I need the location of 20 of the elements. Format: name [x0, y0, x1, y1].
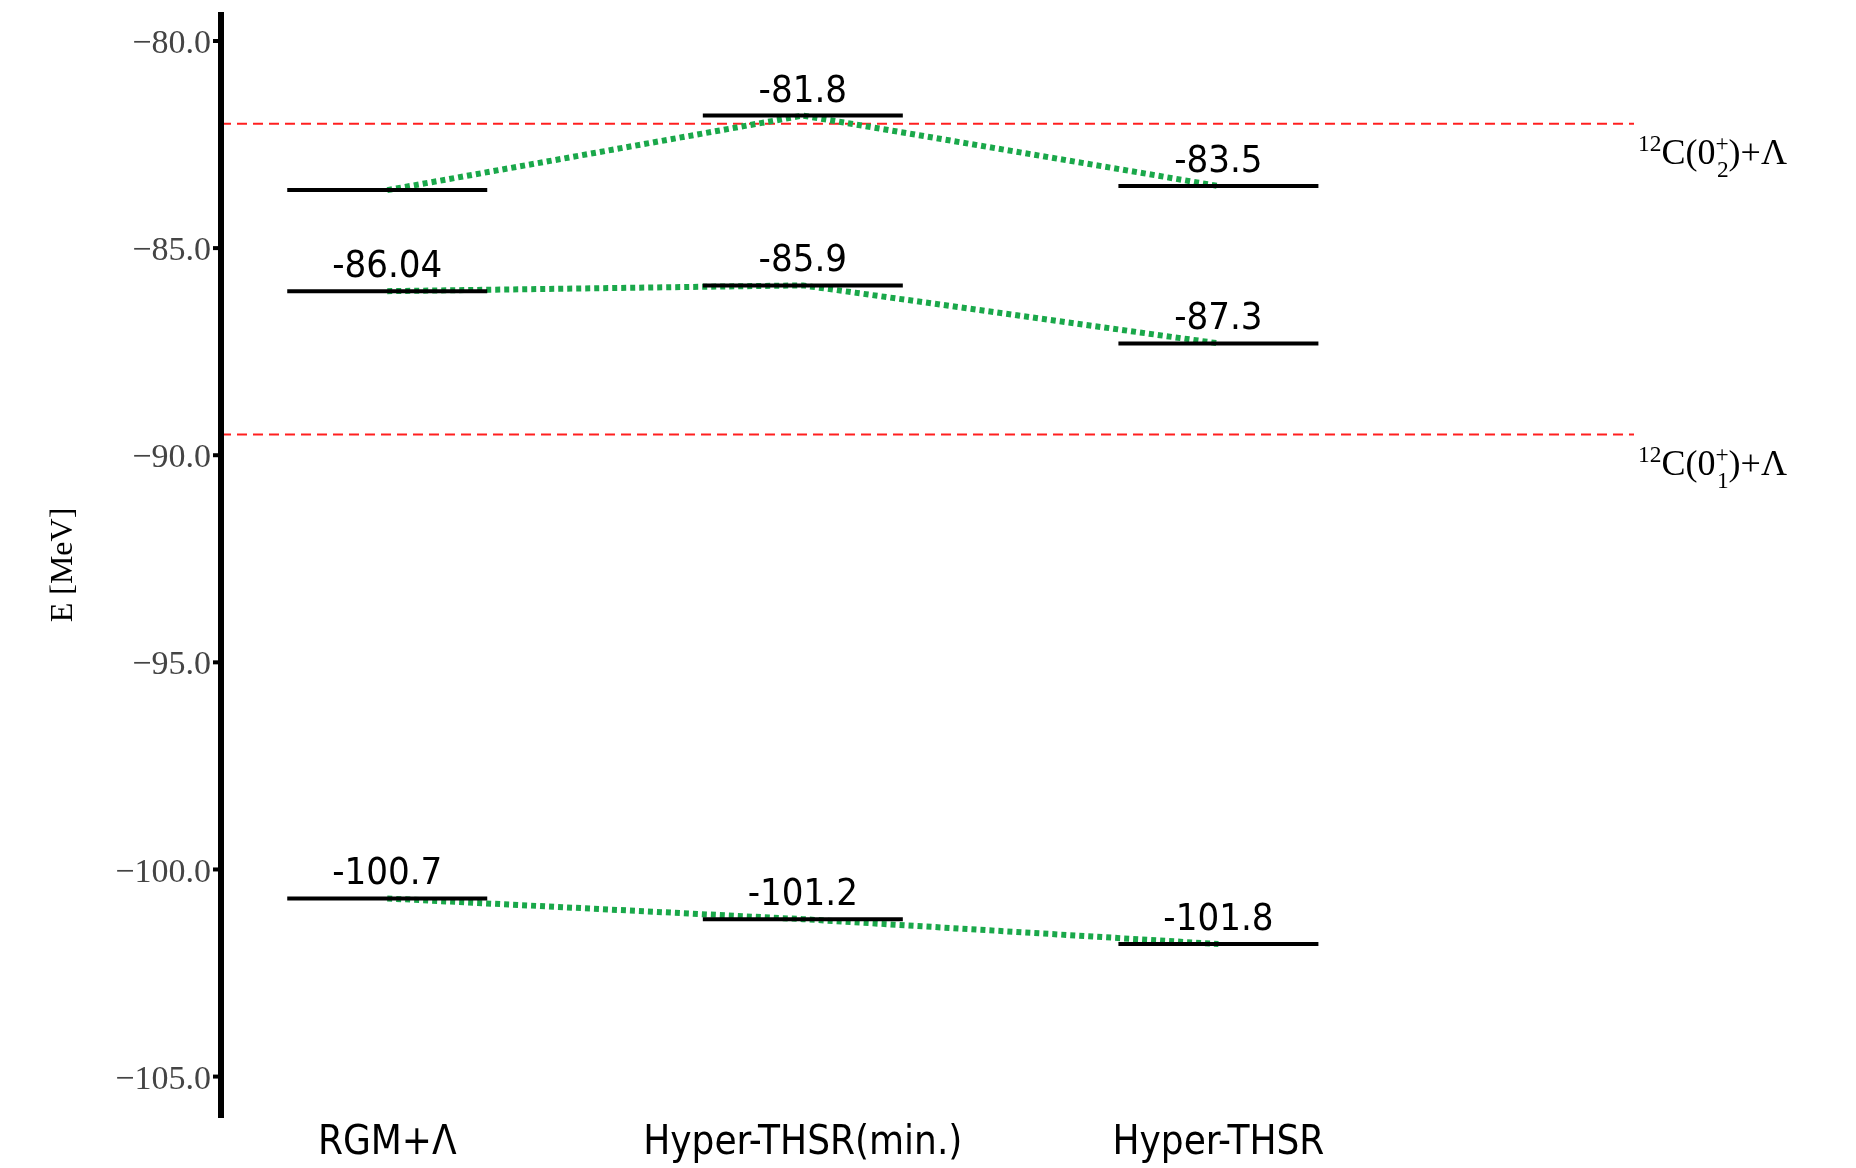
- ref-line-label: $^{12}$C(0$^{+}$$_{1}$)+Λ: [1638, 440, 1787, 493]
- x-tick-label: Hyper-THSR(min.): [643, 1117, 963, 1164]
- ref-line-label: $^{12}$C(0$^{+}$$_{2}$)+Λ: [1638, 129, 1787, 182]
- data-label: -83.5: [1174, 136, 1263, 181]
- y-tick-label: −90.0: [132, 437, 211, 475]
- x-tick-label: RGM+Λ: [317, 1117, 457, 1164]
- y-tick-label: −85.0: [132, 230, 211, 268]
- data-label: -101.2: [747, 870, 858, 915]
- data-label: -87.3: [1174, 294, 1263, 339]
- y-axis-title: E [MeV]: [43, 507, 80, 623]
- data-label: -86.04: [332, 242, 443, 287]
- y-tick-label: −105.0: [115, 1058, 211, 1096]
- data-label: -101.8: [1163, 895, 1274, 940]
- y-tick-label: −100.0: [115, 851, 211, 889]
- y-tick-label: −80.0: [132, 23, 211, 61]
- x-tick-label: Hyper-THSR: [1112, 1117, 1325, 1164]
- data-label: -81.8: [758, 66, 848, 111]
- data-label: -85.9: [758, 236, 848, 281]
- data-label: -100.7: [332, 849, 443, 894]
- y-tick-label: −95.0: [132, 644, 211, 682]
